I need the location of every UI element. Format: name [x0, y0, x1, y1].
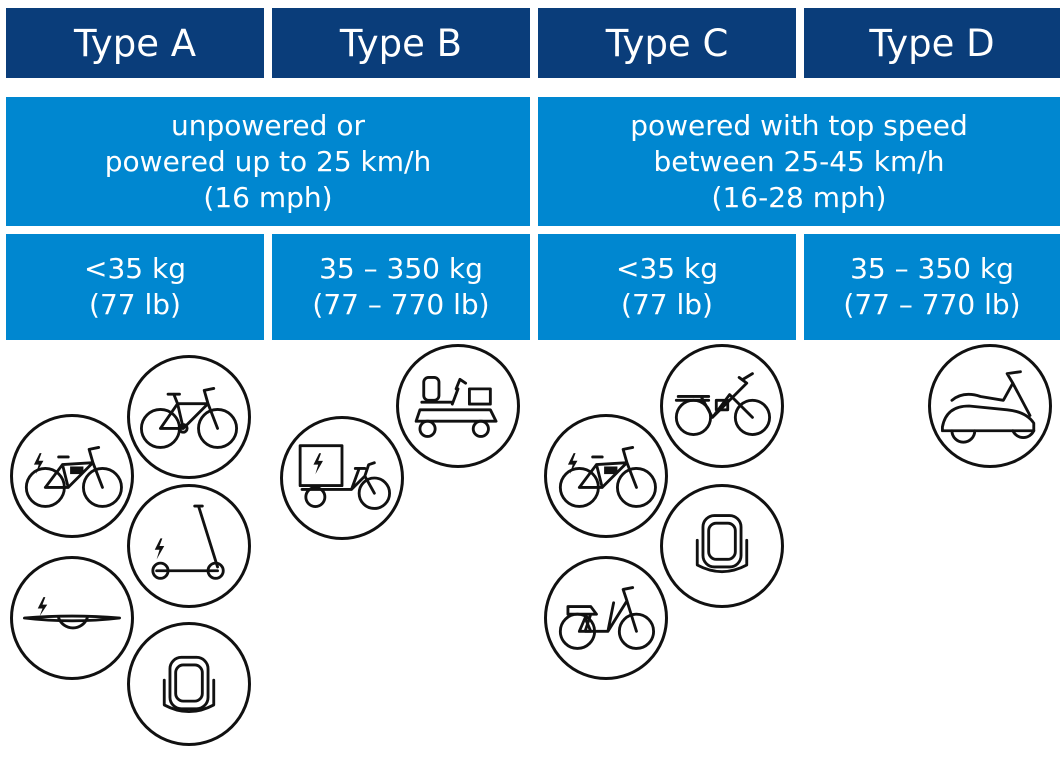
weight-class-a: <35 kg (77 lb) [6, 234, 264, 340]
speed-low-line-1: unpowered or [171, 108, 365, 142]
e-bike-icon [10, 414, 134, 538]
type-b-header: Type B [272, 8, 530, 78]
e-scooter-icon [127, 484, 251, 608]
type-c-header: Type C [538, 8, 796, 78]
speed-high-line-3: (16-28 mph) [711, 180, 887, 214]
speed-low-line-3: (16 mph) [203, 180, 333, 214]
monowheel-icon [127, 622, 251, 746]
weight-c-line-2: (77 lb) [621, 288, 713, 321]
onewheel-icon [10, 556, 134, 680]
type-b-label: Type B [339, 21, 463, 65]
type-c-label: Type C [605, 21, 729, 65]
weight-b-line-1: 35 – 350 kg [319, 252, 483, 285]
cargo-e-bike-icon [280, 416, 404, 540]
e-bike-icon [544, 414, 668, 538]
weight-class-b: 35 – 350 kg (77 – 770 lb) [272, 234, 530, 340]
speed-pedelec-icon [660, 344, 784, 468]
weight-a-line-2: (77 lb) [89, 288, 181, 321]
speed-class-low: unpowered or powered up to 25 km/h (16 m… [6, 97, 530, 226]
weight-class-d: 35 – 350 kg (77 – 770 lb) [804, 234, 1060, 340]
weight-d-line-2: (77 – 770 lb) [843, 288, 1021, 321]
type-a-label: Type A [73, 21, 197, 65]
weight-c-line-1: <35 kg [616, 252, 718, 285]
bicycle-icon [127, 355, 251, 479]
weight-class-c: <35 kg (77 lb) [538, 234, 796, 340]
monowheel-icon [660, 484, 784, 608]
weight-a-line-1: <35 kg [84, 252, 186, 285]
speed-high-line-1: powered with top speed [630, 108, 968, 142]
mobility-scooter-icon [396, 344, 520, 468]
moped-bike-icon [544, 556, 668, 680]
type-d-header: Type D [804, 8, 1060, 78]
type-a-header: Type A [6, 8, 264, 78]
moped-scooter-icon [928, 344, 1052, 468]
speed-high-line-2: between 25-45 km/h [653, 144, 945, 178]
type-d-label: Type D [869, 21, 995, 65]
weight-b-line-2: (77 – 770 lb) [312, 288, 490, 321]
speed-low-line-2: powered up to 25 km/h [104, 144, 432, 178]
speed-class-high: powered with top speed between 25-45 km/… [538, 97, 1060, 226]
weight-d-line-1: 35 – 350 kg [850, 252, 1014, 285]
